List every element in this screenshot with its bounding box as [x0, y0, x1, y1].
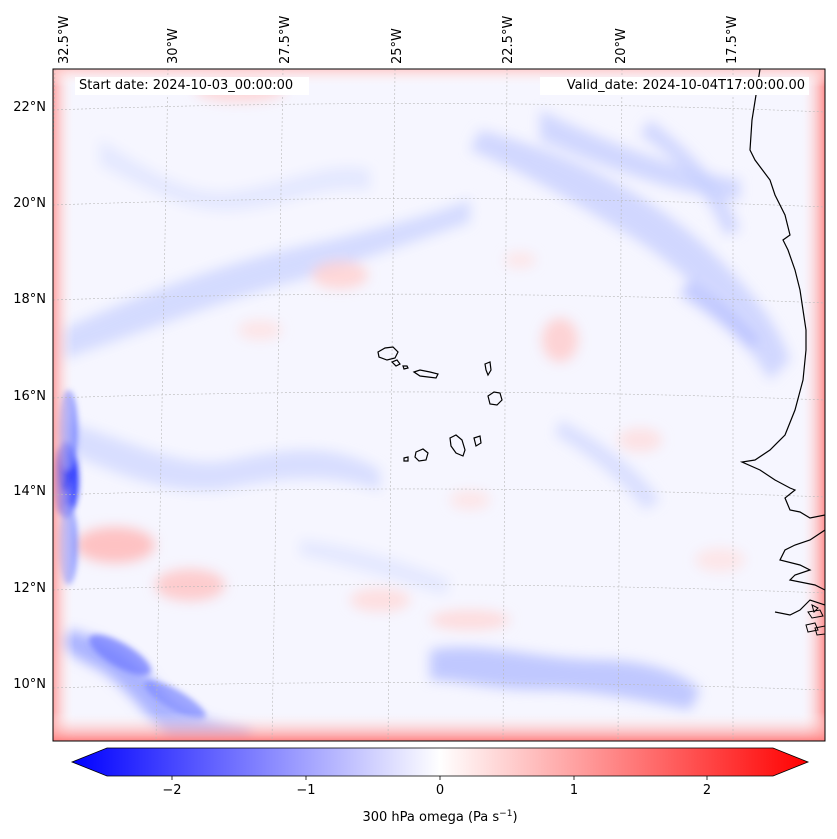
- santa-luzia-island: [402, 365, 409, 370]
- brava-island: [403, 456, 409, 462]
- santo-antao-island: [377, 346, 399, 361]
- lat-label: 10°N: [13, 677, 46, 692]
- lat-label: 18°N: [13, 292, 46, 307]
- lon-label: 27.5°W: [278, 16, 293, 64]
- lon-label: 30°W: [166, 28, 181, 64]
- colorbar-label: 300 hPa omega (Pa s−1): [362, 809, 517, 825]
- santiago-island: [449, 434, 466, 457]
- colorbar-ticks: [171, 776, 708, 780]
- latitude-labels: 22°N 20°N 18°N 16°N 14°N 12°N 10°N: [13, 100, 46, 692]
- bissagos-islands: [805, 604, 825, 636]
- lat-label: 14°N: [13, 484, 46, 499]
- maio-island: [473, 435, 482, 447]
- colorbar-scale: [70, 747, 810, 777]
- map-frame: [52, 68, 826, 742]
- lon-label: 17.5°W: [725, 16, 740, 64]
- lat-label: 22°N: [13, 100, 46, 115]
- west-africa-coastline: [739, 69, 825, 616]
- lon-label: 22.5°W: [501, 16, 516, 64]
- sao-nicolau-island: [412, 369, 439, 379]
- longitude-labels: 32.5°W 30°W 27.5°W 25°W 22.5°W 20°W 17.5…: [57, 16, 740, 64]
- colorbar-tick-label: −1: [296, 783, 315, 798]
- colorbar-tick-label: 1: [570, 783, 578, 798]
- boa-vista-island: [487, 391, 503, 406]
- lat-label: 12°N: [13, 581, 46, 596]
- fogo-island: [414, 448, 429, 462]
- colorbar-tick-label: −2: [162, 783, 181, 798]
- lon-label: 20°W: [614, 28, 629, 64]
- lon-label: 25°W: [390, 28, 405, 64]
- omega-field: [53, 69, 825, 741]
- colorbar: −2 −1 0 1 2 300 hPa omega (Pa s−1): [70, 747, 810, 825]
- lon-label: 32.5°W: [57, 16, 72, 64]
- gridlines: [53, 69, 825, 741]
- lat-label: 16°N: [13, 389, 46, 404]
- lat-label: 20°N: [13, 196, 46, 211]
- start-date-label: Start date: 2024-10-03_00:00:00: [75, 77, 309, 95]
- valid-date-label: Valid_date: 2024-10-04T17:00:00.00: [540, 77, 809, 95]
- sao-vicente-island: [390, 359, 401, 367]
- colorbar-tick-label: 2: [703, 783, 711, 798]
- sal-island: [484, 361, 492, 377]
- cabo-verde-islands: [377, 346, 503, 462]
- colorbar-tick-label: 0: [436, 783, 444, 798]
